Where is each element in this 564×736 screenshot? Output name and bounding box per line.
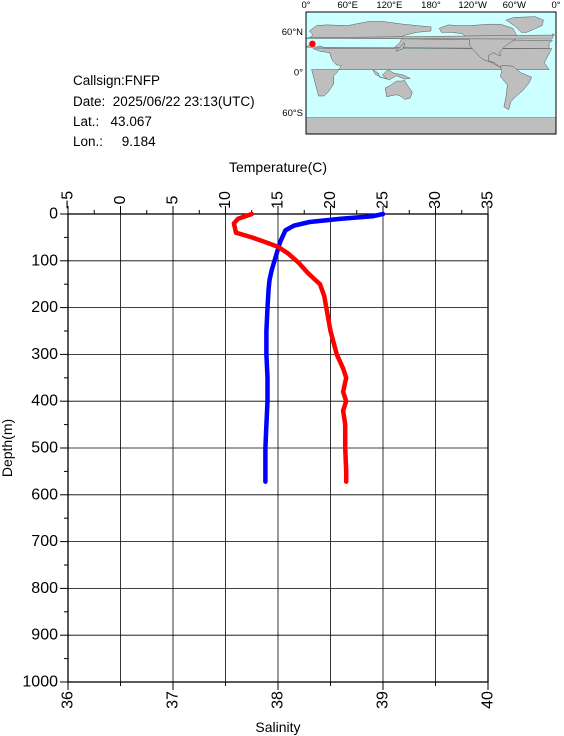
temperature-tick-labels: −5 0 5 10 15 20 25 30 35 xyxy=(60,191,497,209)
callsign-value: FNFP xyxy=(124,73,161,88)
salinity-profile-line xyxy=(231,211,349,484)
map-longitude-labels: 0° 60°E 120°E 180° 120°W 60°W 0° xyxy=(301,0,560,11)
depth-tick-label: 0 xyxy=(49,206,58,223)
salinity-tick-label: 38 xyxy=(270,691,287,709)
depth-tick-label: 300 xyxy=(31,346,58,363)
salinity-tick-label: 36 xyxy=(60,691,77,709)
depth-tick-labels: 0 100 200 300 400 500 600 700 800 900 1000 xyxy=(22,206,58,691)
plot-area: −5 0 5 10 15 20 25 30 35 01002003004005006007008… xyxy=(0,159,497,735)
station-marker xyxy=(309,40,316,47)
map-longitude-label: 0° xyxy=(551,0,560,11)
map-latitude-label: 60°S xyxy=(282,108,303,119)
temperature-tick-label: 25 xyxy=(375,191,392,209)
temperature-tick-label: −5 xyxy=(60,191,77,209)
temperature-tick-label: 5 xyxy=(165,195,182,204)
map-longitude-label: 0° xyxy=(301,0,310,11)
salinity-tick-label: 40 xyxy=(480,691,497,709)
date-label: Date: xyxy=(73,94,106,109)
date-line: Date: 2025/06/22 23:13(UTC) xyxy=(73,94,255,109)
map-latitude-label: 0° xyxy=(294,68,303,79)
callsign-label: Callsign: xyxy=(73,73,125,88)
depth-axis-label: Depth(m) xyxy=(0,419,15,477)
landmass xyxy=(311,48,553,97)
map-longitude-label: 60°W xyxy=(503,0,526,11)
callsign-line: Callsign:FNFP xyxy=(73,73,160,88)
map-longitude-label: 180° xyxy=(421,0,441,11)
map-latitude-labels: 60°N 0° 60°S xyxy=(282,27,303,119)
salinity-tick-label: 37 xyxy=(165,691,182,709)
plot-frame xyxy=(67,213,489,683)
lat-value: 43.067 xyxy=(110,114,152,129)
landmass xyxy=(396,41,405,52)
depth-tick-label: 1000 xyxy=(22,674,58,691)
date-value: 2025/06/22 23:13(UTC) xyxy=(112,94,255,109)
map-longitude-label: 120°W xyxy=(458,0,487,11)
temperature-tick-label: 35 xyxy=(480,191,497,209)
temperature-profile-line xyxy=(263,211,386,484)
salinity-tick-labels: 36 37 38 39 40 xyxy=(60,691,497,709)
temperature-tick-label: 20 xyxy=(322,191,339,209)
lat-label: Lat.: xyxy=(73,114,100,129)
map-longitude-label: 60°E xyxy=(337,0,358,11)
lon-label: Lon.: xyxy=(73,134,104,149)
lon-value: 9.184 xyxy=(121,134,156,149)
depth-tick-label: 600 xyxy=(31,486,58,503)
lat-line: Lat.: 43.067 xyxy=(73,114,152,129)
temperature-tick-label: 15 xyxy=(270,191,287,209)
temperature-tick-label: 0 xyxy=(112,195,129,204)
temperature-tick-label: 30 xyxy=(427,191,444,209)
depth-tick-label: 900 xyxy=(31,627,58,644)
map-ocean xyxy=(305,11,557,135)
temperature-tick-label: 10 xyxy=(217,191,234,209)
landmass xyxy=(505,16,544,33)
landmass xyxy=(500,65,533,110)
landmass xyxy=(384,80,413,100)
depth-tick-label: 500 xyxy=(31,440,58,457)
world-map: 0° 60°E 120°E 180° 120°W 60°W 0° 60°N 0° 60°S xyxy=(282,0,561,135)
lon-line: Lon.: 9.184 xyxy=(73,134,156,149)
grid xyxy=(67,213,489,683)
landmass xyxy=(438,23,519,68)
depth-tick-label: 200 xyxy=(31,299,58,316)
depth-tick-label: 800 xyxy=(31,580,58,597)
antarctica xyxy=(305,117,557,135)
depth-tick-label: 400 xyxy=(31,393,58,410)
temperature-axis-label: Temperature(C) xyxy=(229,159,327,175)
salinity-tick-label: 39 xyxy=(375,691,392,709)
salinity-axis-label: Salinity xyxy=(255,719,300,735)
depth-tick-label: 100 xyxy=(31,252,58,269)
series-layer xyxy=(231,211,386,484)
map-latitude-label: 60°N xyxy=(282,27,303,38)
landmass xyxy=(372,69,412,81)
depth-tick-label: 700 xyxy=(31,533,58,550)
map-longitude-label: 120°E xyxy=(376,0,402,11)
